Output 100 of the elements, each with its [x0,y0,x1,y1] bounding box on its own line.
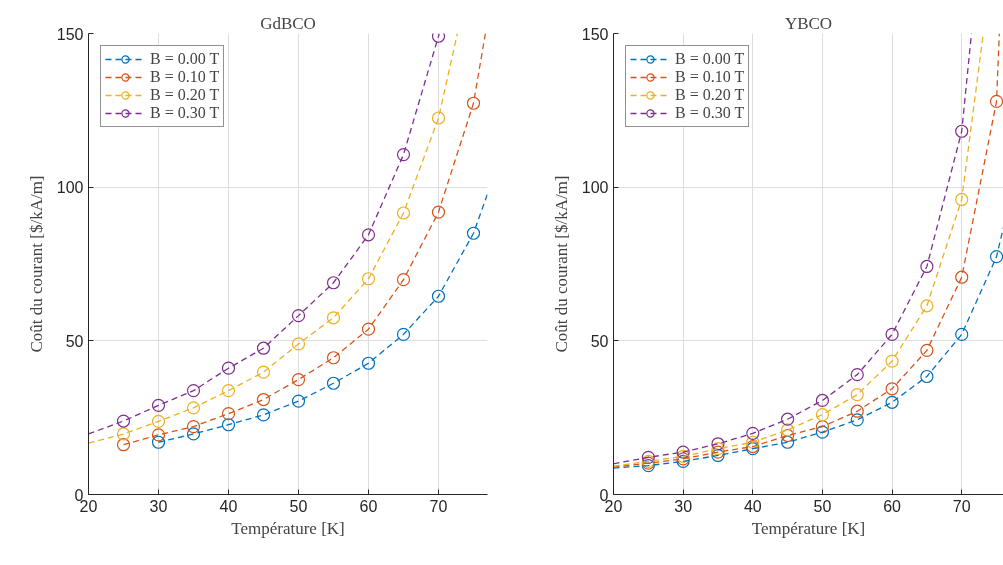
point [781,412,795,426]
point [361,322,376,336]
point [850,413,864,427]
point [151,414,166,428]
legend-label: B = 0.10 T [675,68,745,86]
point [221,361,236,375]
point [815,408,830,422]
point [361,272,376,286]
point [396,327,411,341]
point [431,289,446,303]
point [955,270,969,284]
point [989,250,1003,264]
point [885,382,899,396]
point [256,365,271,379]
point [781,423,795,437]
point [361,228,376,242]
point [711,437,725,451]
point [256,341,271,355]
point [746,435,760,449]
x-tick-label: 60 [359,497,378,515]
legend-label: B = 0.20 T [150,86,220,104]
point [151,428,166,442]
legend-label: B = 0.00 T [150,50,220,68]
point [955,124,969,138]
x-tick-label: 50 [813,497,832,515]
x-tick-label: 30 [149,497,168,515]
point [676,445,690,459]
point [151,435,166,449]
point [396,148,411,162]
point [116,414,131,428]
point [326,351,341,365]
y-tick-label: 150 [56,25,84,43]
point [466,96,481,110]
point [431,205,446,219]
point [291,337,306,351]
point [256,408,271,422]
y-tick-label: 100 [56,179,84,197]
point [920,299,934,313]
point [221,418,236,432]
point [850,388,864,402]
point [746,426,760,440]
point [885,395,899,409]
point [711,448,725,463]
legend-label: B = 0.30 T [150,104,220,122]
point [815,393,830,408]
point [885,327,899,341]
point [396,273,411,287]
legend-label: B = 0.10 T [150,68,220,86]
point [396,206,411,220]
point [989,94,1003,109]
point [920,343,934,357]
y-tick-label: 150 [581,25,609,43]
point [815,425,830,439]
y-tick-label: 50 [65,332,84,350]
chart-title: YBCO [784,13,833,33]
x-tick-label: 70 [429,497,448,515]
x-tick-label: 40 [219,497,238,515]
point [850,404,864,418]
point [781,435,795,449]
point [221,407,236,421]
point [326,376,341,390]
point [186,384,201,398]
point [885,354,899,368]
point [291,394,306,408]
y-axis-title: Coût du courant [$/kA/m] [26,175,46,353]
point [920,369,934,384]
point [221,384,236,398]
y-axis-title: Coût du courant [$/kA/m] [551,175,571,353]
y-tick-label: 100 [581,179,609,197]
point [955,192,969,207]
point [850,368,864,382]
point [116,438,131,452]
chart-title: GdBCO [260,13,316,33]
point [920,259,934,274]
point [291,309,306,323]
x-axis-title: Température [K] [751,518,866,538]
x-tick-label: 40 [743,497,762,515]
y-tick-label: 50 [590,332,609,350]
point [815,419,830,434]
point [361,356,376,370]
point [641,450,655,464]
point [326,276,341,290]
point [116,427,131,441]
point [256,392,271,407]
x-tick-label: 70 [952,497,971,515]
point [955,327,969,341]
point [781,428,795,443]
point [186,427,201,441]
point [186,401,201,415]
legend-label: B = 0.30 T [675,104,745,122]
point [431,111,446,125]
x-tick-label: 50 [289,497,308,515]
point [186,419,201,434]
legend-label: B = 0.20 T [675,86,745,104]
point [466,226,481,240]
point [326,311,341,325]
legend-label: B = 0.00 T [675,50,745,68]
x-tick-label: 60 [883,497,902,515]
x-tick-label: 30 [674,497,693,515]
point [151,398,166,412]
